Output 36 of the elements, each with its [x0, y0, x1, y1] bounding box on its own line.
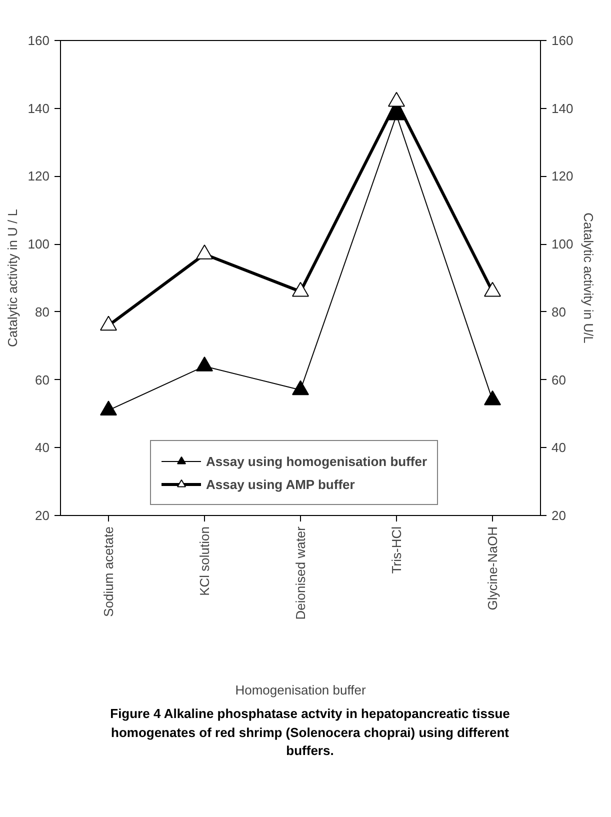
y2-tick-label: 160: [552, 33, 574, 48]
y-axis-title: Catalytic activity in U / L: [4, 208, 20, 347]
point: [292, 380, 309, 396]
point: [196, 244, 213, 260]
x-tick-label: Sodium acetate: [101, 526, 116, 617]
y-tick-label: 100: [28, 236, 50, 252]
point: [388, 92, 405, 107]
y2-tick-label: 20: [552, 508, 566, 523]
y-tick-label: 160: [28, 33, 50, 48]
legend-label: Assay using AMP buffer: [206, 476, 355, 492]
y-tick-label: 60: [35, 372, 50, 388]
caption: Figure 4 Alkaline phosphatase actvity in hepatopancreatic tissue homogenates of red shrimp (Solenocera choprai) using different buffers.: [109, 705, 511, 760]
point: [484, 282, 501, 297]
y-tick-label: 80: [35, 304, 50, 320]
y-tick-label: 120: [28, 168, 50, 184]
y2-tick-label: 100: [552, 236, 574, 252]
point: [100, 316, 117, 331]
y-tick-label: 140: [28, 100, 50, 116]
y-tick-label: 40: [35, 440, 50, 456]
x-tick-label: Tris-HCl: [389, 526, 404, 574]
y2-tick-label: 60: [552, 372, 566, 388]
y2-tick-label: 80: [552, 304, 566, 320]
x-tick-label: Deionised water: [293, 526, 308, 620]
y2-tick-label: 120: [552, 168, 574, 184]
point: [484, 390, 501, 406]
y2-tick-label: 140: [552, 100, 574, 116]
legend-label: Assay using homogenisation buffer: [206, 454, 428, 468]
y2-tick-label: 40: [552, 440, 566, 456]
x-axis-title: Homogenisation buffer: [235, 682, 366, 698]
y-tick-label: 20: [35, 508, 50, 523]
point: [196, 356, 213, 372]
point: [292, 282, 309, 297]
point: [100, 400, 117, 416]
x-tick-label: Glycine-NaOH: [485, 526, 500, 610]
y2-axis-title: Catalytic activity in U/L: [581, 212, 596, 344]
x-tick-label: KCl solution: [197, 526, 212, 596]
